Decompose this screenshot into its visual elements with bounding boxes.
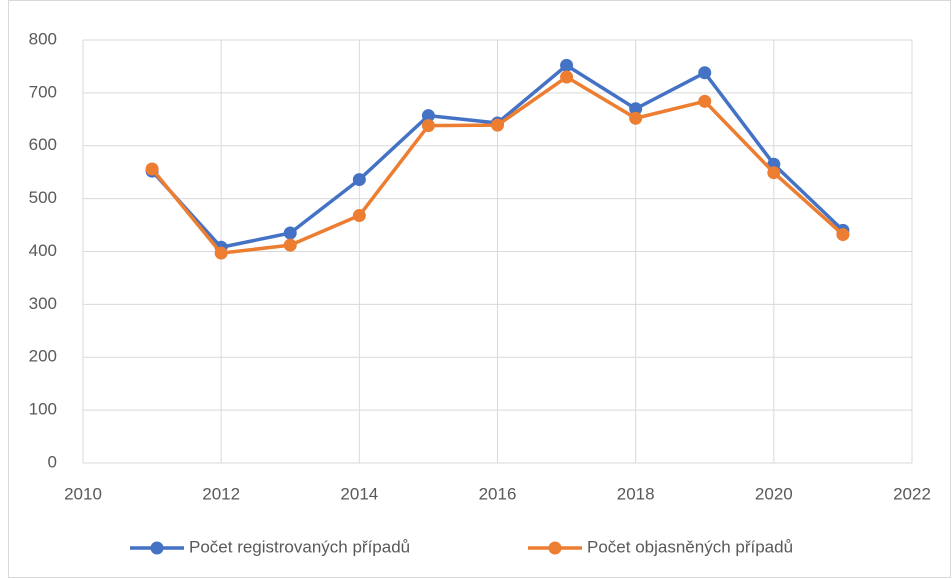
data-point [698, 66, 712, 80]
data-point [352, 209, 366, 223]
data-point [283, 238, 297, 252]
data-point [767, 166, 781, 180]
data-point [352, 173, 366, 187]
legend-label: Počet registrovaných případů [189, 537, 410, 556]
data-point [560, 58, 574, 72]
data-point [145, 162, 159, 176]
y-tick-label: 100 [29, 400, 57, 419]
y-tick-label: 600 [29, 135, 57, 154]
chart-border [8, 0, 951, 578]
legend-label: Počet objasněných případů [587, 537, 793, 556]
data-point [560, 70, 574, 84]
y-tick-label: 300 [29, 294, 57, 313]
data-point [629, 111, 643, 125]
x-tick-label: 2012 [202, 484, 240, 503]
data-point [629, 102, 643, 116]
data-point [421, 109, 435, 123]
y-tick-label: 500 [29, 188, 57, 207]
x-tick-label: 2016 [479, 484, 517, 503]
legend-marker [150, 541, 164, 555]
y-tick-label: 700 [29, 82, 57, 101]
y-tick-label: 400 [29, 241, 57, 260]
x-tick-label: 2018 [617, 484, 655, 503]
y-tick-label: 800 [29, 29, 57, 48]
data-point [836, 228, 850, 242]
x-tick-label: 2022 [893, 484, 931, 503]
legend-marker [548, 541, 562, 555]
data-point [698, 94, 712, 108]
data-point [491, 118, 504, 132]
y-tick-label: 0 [48, 452, 57, 471]
data-point [283, 226, 297, 240]
data-point [421, 119, 435, 133]
x-tick-label: 2014 [340, 484, 378, 503]
y-tick-label: 200 [29, 347, 57, 366]
data-point [214, 246, 228, 260]
x-tick-label: 2020 [755, 484, 793, 503]
x-tick-label: 2010 [64, 484, 102, 503]
